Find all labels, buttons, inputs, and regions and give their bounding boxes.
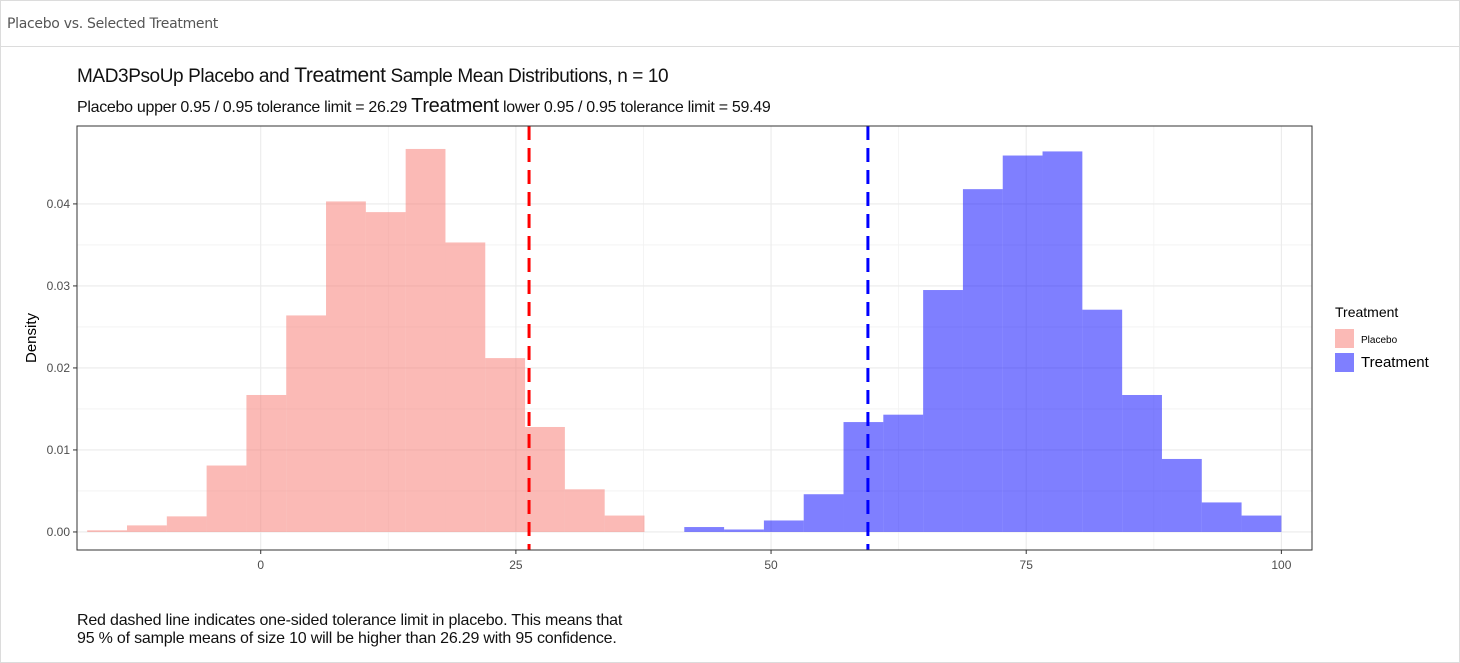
- placebo-bar: [485, 358, 526, 532]
- x-tick-label: 100: [1271, 558, 1291, 572]
- placebo-bar: [87, 530, 128, 532]
- treatment-bar: [1002, 155, 1043, 532]
- plot-border: [76, 125, 1313, 551]
- x-tick-label: 0: [257, 558, 264, 572]
- treatment-bar: [684, 527, 725, 532]
- chart-subtitle-part-3: lower 0.95 / 0.95 tolerance limit = 59.4…: [503, 99, 771, 116]
- panel-header: Placebo vs. Selected Treatment: [1, 1, 1459, 47]
- placebo-bar: [445, 242, 486, 532]
- legend-key-treatment: [1335, 353, 1354, 372]
- treatment-bar: [923, 290, 963, 532]
- chart-subtitle-part-1: Placebo upper 0.95 / 0.95 tolerance limi…: [77, 99, 407, 116]
- placebo-bar: [564, 489, 605, 532]
- chart-title-part-2: Treatment: [294, 64, 386, 87]
- x-tick-label: 75: [1020, 558, 1034, 572]
- treatment-bar: [1042, 151, 1083, 532]
- caption-line-1: Red dashed line indicates one-sided tole…: [77, 612, 623, 629]
- treatment-bar: [803, 494, 844, 532]
- legend-label-treatment: Treatment: [1361, 354, 1430, 371]
- x-tick-label: 25: [509, 558, 523, 572]
- legend-label-placebo: Placebo: [1361, 335, 1398, 346]
- treatment-bar: [763, 520, 804, 532]
- placebo-bar: [525, 426, 565, 532]
- placebo-bar: [206, 465, 247, 532]
- treatment-bar: [724, 529, 764, 532]
- treatment-bar: [1122, 394, 1162, 532]
- placebo-bar: [127, 525, 167, 532]
- y-tick-label: 0.01: [47, 443, 71, 457]
- panel-title: Placebo vs. Selected Treatment: [7, 16, 218, 32]
- x-tick-label: 50: [764, 558, 778, 572]
- caption-line-2: 95 % of sample means of size 10 will be …: [77, 630, 617, 647]
- chart-caption: Red dashed line indicates one-sided tole…: [77, 612, 622, 648]
- legend-key-placebo: [1335, 329, 1354, 348]
- placebo-bar: [246, 394, 287, 532]
- placebo-bar: [166, 516, 207, 532]
- treatment-bar: [1161, 458, 1202, 532]
- y-tick-label: 0.03: [47, 279, 71, 293]
- placebo-bar: [405, 148, 446, 532]
- treatment-bar: [1241, 515, 1282, 532]
- placebo-bar: [365, 212, 406, 532]
- chart-subtitle-part-2: Treatment: [411, 95, 499, 117]
- treatment-bar: [962, 189, 1003, 532]
- treatment-bar: [1201, 502, 1242, 532]
- placebo-bar: [286, 315, 327, 532]
- treatment-bar: [883, 414, 924, 532]
- treatment-bar: [843, 422, 884, 532]
- treatment-bar: [1082, 309, 1123, 532]
- y-tick-label: 0.02: [47, 361, 71, 375]
- y-tick-label: 0.04: [47, 197, 71, 211]
- legend-title: Treatment: [1335, 304, 1398, 320]
- placebo-bar: [604, 515, 645, 532]
- y-tick-label: 0.00: [47, 525, 71, 539]
- chart-title-part-1: MAD3PsoUp Placebo and: [77, 66, 290, 87]
- y-axis-title: Density: [23, 312, 40, 363]
- placebo-bar: [326, 201, 366, 532]
- chart-title-part-3: Sample Mean Distributions, n = 10: [390, 66, 669, 87]
- chart-title: MAD3PsoUp Placebo and Treatment Sample M…: [77, 64, 669, 88]
- chart-subtitle: Placebo upper 0.95 / 0.95 tolerance limi…: [77, 95, 771, 118]
